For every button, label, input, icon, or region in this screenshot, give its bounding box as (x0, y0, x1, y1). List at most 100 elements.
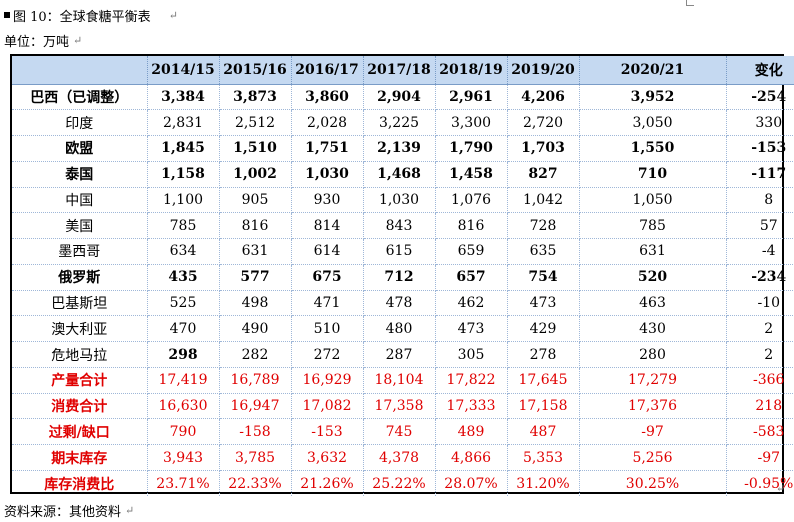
change-cell: 330 (726, 109, 794, 137)
value-cell: 3,952 (579, 84, 727, 111)
value-cell: 3,943 (147, 444, 220, 471)
row-label: 俄罗斯 (12, 264, 148, 291)
bullet-icon (4, 12, 10, 18)
value-cell: 4,206 (507, 84, 580, 111)
header-cell: 2014/15 (147, 56, 220, 85)
value-cell: 17,279 (579, 367, 727, 394)
value-cell: 525 (147, 290, 220, 317)
value-cell: 17,333 (435, 393, 508, 420)
value-cell: 16,630 (147, 393, 220, 420)
value-cell: 18,104 (363, 367, 436, 394)
value-cell: 3,384 (147, 84, 220, 111)
value-cell: 785 (147, 212, 220, 240)
value-cell: 930 (291, 187, 364, 214)
value-cell: 473 (435, 315, 508, 343)
value-cell: 2,028 (291, 109, 364, 137)
value-cell: 30.25% (579, 470, 727, 497)
value-cell: 16,947 (219, 393, 292, 420)
value-cell: 435 (147, 264, 220, 291)
value-cell: 1,158 (147, 161, 220, 188)
value-cell: 17,082 (291, 393, 364, 420)
value-cell: 471 (291, 290, 364, 317)
value-cell: 2,139 (363, 135, 436, 162)
table-row: 巴西（已调整） 3,384 3,873 3,860 2,904 2,961 4,206 3,9… (12, 84, 794, 111)
value-cell: 429 (507, 315, 580, 343)
change-cell: 2 (726, 315, 794, 343)
value-cell: 3,873 (219, 84, 292, 111)
value-cell: 490 (219, 315, 292, 343)
table-row: 消费合计 16,630 16,947 17,082 17,358 17,333 17,158… (12, 393, 794, 420)
value-cell: 2,720 (507, 109, 580, 137)
value-cell: 470 (147, 315, 220, 343)
value-cell: 1,703 (507, 135, 580, 162)
change-cell: -10 (726, 290, 794, 317)
row-label: 巴基斯坦 (12, 290, 148, 317)
value-cell: 5,256 (579, 444, 727, 471)
unit-line: 单位：万吨 ↵ (4, 30, 82, 50)
sugar-balance-table: 2014/15 2015/16 2016/17 2017/18 2018/19 2019/… (12, 56, 794, 497)
header-cell: 变化 (726, 56, 794, 85)
value-cell: 272 (291, 341, 364, 368)
value-cell: 478 (363, 290, 436, 317)
value-cell: 1,076 (435, 187, 508, 214)
source-note: 资料来源：其他资料 (4, 504, 122, 520)
change-cell: -0.95% (744, 475, 794, 492)
row-label: 巴西（已调整） (12, 84, 148, 111)
value-cell: 1,030 (363, 187, 436, 214)
value-cell: 631 (219, 238, 292, 265)
table-row: 俄罗斯 435 577 675 712 657 754 520 -234 (12, 264, 794, 291)
value-cell: 1,468 (363, 161, 436, 188)
row-label: 危地马拉 (12, 341, 148, 368)
table-row: 巴基斯坦 525 498 471 478 462 473 463 -10 (12, 290, 794, 317)
value-cell: 298 (147, 341, 220, 368)
table-row: 期末库存 3,943 3,785 3,632 4,378 4,866 5,353 5,256-… (12, 444, 794, 471)
value-cell: 16,929 (291, 367, 364, 394)
change-cell: -97 (726, 444, 794, 471)
value-cell: 3,050 (579, 109, 727, 137)
value-cell: 1,751 (291, 135, 364, 162)
header-cell: 2019/20 (507, 56, 580, 85)
table-row: 印度 2,831 2,512 2,028 3,225 3,300 2,720 3,050 330 (12, 109, 794, 137)
change-cell: -234 (726, 264, 794, 291)
row-label: 美国 (12, 212, 148, 240)
unit-label: 单位：万吨 (4, 34, 70, 50)
value-cell: 17,358 (363, 393, 436, 420)
value-cell: 1,030 (291, 161, 364, 188)
header-cell: 2018/19 (435, 56, 508, 85)
sugar-balance-table-frame: 2014/15 2015/16 2016/17 2017/18 2018/19 2019/… (10, 54, 794, 497)
value-cell: 827 (507, 161, 580, 188)
change-cell: 2 (726, 341, 794, 368)
value-cell: 657 (435, 264, 508, 291)
value-cell: 2,904 (363, 84, 436, 111)
value-cell: 785 (579, 212, 727, 240)
value-cell: 1,790 (435, 135, 508, 162)
value-cell: 3,632 (291, 444, 364, 471)
value-cell: 480 (363, 315, 436, 343)
value-cell: 520 (579, 264, 727, 291)
value-cell: 2,831 (147, 109, 220, 137)
header-cell: 2020/21 (579, 56, 727, 85)
header-cell: 2015/16 (219, 56, 292, 85)
row-label: 库存消费比 (12, 470, 148, 497)
value-cell: 1,510 (219, 135, 292, 162)
value-cell: 1,050 (579, 187, 727, 214)
value-cell: 1,550 (579, 135, 727, 162)
paragraph-mark-icon: ↵ (125, 503, 135, 517)
value-cell: 1,002 (219, 161, 292, 188)
table-row: 泰国 1,158 1,002 1,030 1,468 1,458 827 710 -117 (12, 161, 794, 188)
value-cell: 816 (435, 212, 508, 240)
row-label: 产量合计 (12, 367, 148, 394)
value-cell: 462 (435, 290, 508, 317)
value-cell: 21.26% (291, 470, 364, 497)
value-cell: 1,042 (507, 187, 580, 214)
value-cell: 905 (219, 187, 292, 214)
row-label: 欧盟 (12, 135, 148, 162)
value-cell: 430 (579, 315, 727, 343)
value-cell: 816 (219, 212, 292, 240)
value-cell: 634 (147, 238, 220, 265)
paragraph-mark-icon: ↵ (168, 8, 178, 22)
value-cell: 510 (291, 315, 364, 343)
value-cell: 17,376 (579, 393, 727, 420)
value-cell: 843 (363, 212, 436, 240)
value-cell: 278 (507, 341, 580, 368)
